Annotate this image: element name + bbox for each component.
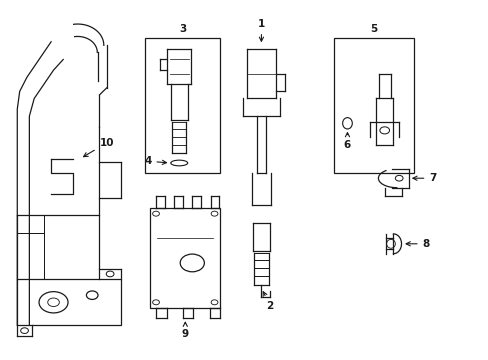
Text: 5: 5: [369, 24, 377, 34]
Bar: [150, 208, 220, 307]
Text: 9: 9: [182, 322, 188, 339]
Text: 1: 1: [257, 19, 264, 41]
Text: 10: 10: [83, 138, 114, 157]
Text: 6: 6: [343, 132, 350, 150]
Bar: [17, 279, 121, 325]
Bar: [145, 38, 220, 173]
Text: 3: 3: [179, 24, 186, 34]
Text: 4: 4: [144, 156, 166, 166]
Text: 8: 8: [406, 239, 429, 249]
Text: 7: 7: [412, 173, 436, 183]
Text: 2: 2: [263, 292, 273, 311]
Bar: [333, 38, 413, 173]
